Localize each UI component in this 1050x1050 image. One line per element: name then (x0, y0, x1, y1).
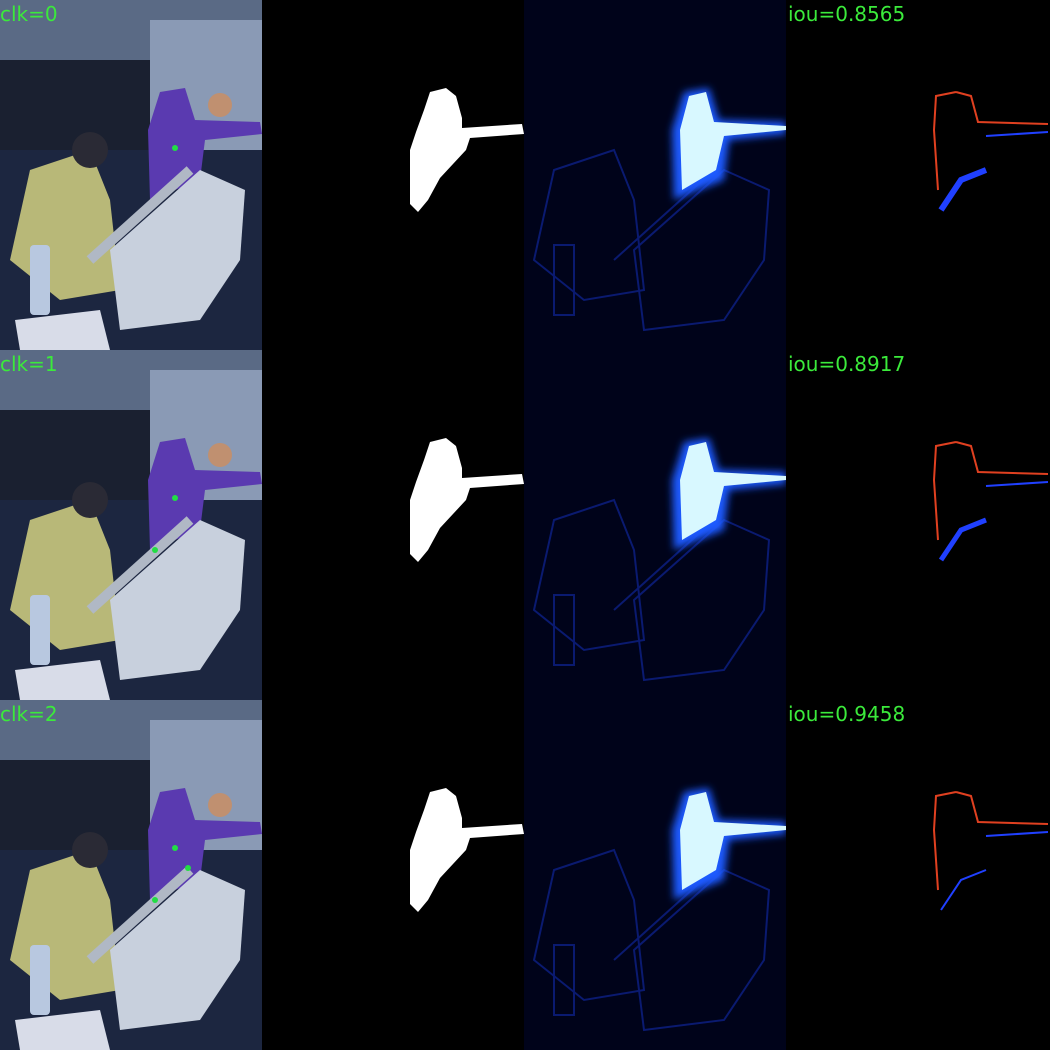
input-image-panel (0, 700, 262, 1050)
input-image-panel (0, 0, 262, 350)
input-image-panel (0, 350, 262, 700)
error-map-panel (786, 700, 1048, 1050)
click-count-label: clk=2 (0, 702, 58, 726)
click-point (172, 495, 178, 501)
iou-label: iou=0.9458 (788, 702, 906, 726)
result-row: clk=1 iou=0.8917 (0, 350, 1050, 700)
probability-map-panel (524, 350, 786, 700)
iou-label: iou=0.8565 (788, 2, 906, 26)
click-point (185, 865, 191, 871)
error-map-panel (786, 0, 1048, 350)
click-point (152, 547, 158, 553)
predicted-mask-panel (262, 700, 524, 1050)
click-count-label: clk=0 (0, 2, 58, 26)
probability-map-panel (524, 700, 786, 1050)
result-row: clk=0 iou=0.8565 (0, 0, 1050, 350)
click-count-label: clk=1 (0, 352, 58, 376)
predicted-mask-panel (262, 350, 524, 700)
click-point (172, 845, 178, 851)
result-row: clk=2 iou=0.9458 (0, 700, 1050, 1050)
probability-map-panel (524, 0, 786, 350)
iou-label: iou=0.8917 (788, 352, 906, 376)
click-point (152, 897, 158, 903)
predicted-mask-panel (262, 0, 524, 350)
error-map-panel (786, 350, 1048, 700)
click-point (172, 145, 178, 151)
